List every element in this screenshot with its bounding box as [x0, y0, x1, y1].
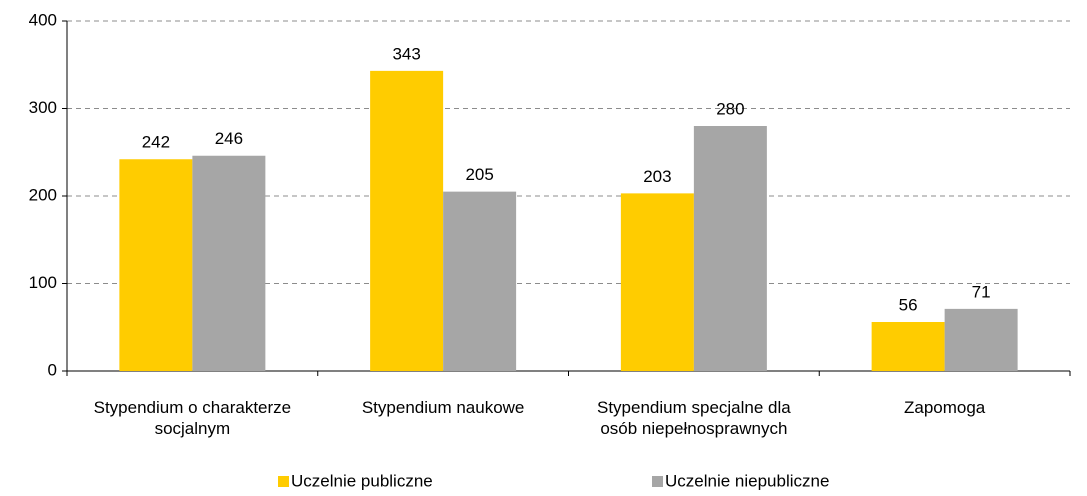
data-label: 280: [716, 99, 744, 118]
legend-label: Uczelnie publiczne: [291, 471, 433, 490]
y-tick-label: 100: [29, 273, 57, 292]
bar: [119, 159, 193, 371]
x-tick-label: Zapomoga: [903, 398, 986, 417]
legend-swatch: [278, 476, 289, 487]
data-label: 71: [972, 282, 991, 301]
bar: [944, 308, 1018, 371]
legend-label: Uczelnie niepubliczne: [665, 471, 829, 490]
data-label: 343: [392, 44, 420, 63]
bar: [443, 191, 517, 371]
bar: [192, 155, 266, 371]
data-label: 56: [899, 295, 918, 314]
x-tick-label: Stypendium specjalne dla osób niepełnosp…: [597, 398, 791, 438]
x-tick-label: Stypendium naukowe: [361, 398, 525, 417]
data-label: 242: [142, 133, 170, 152]
bar: [370, 70, 444, 371]
y-tick-label: 300: [29, 98, 57, 117]
data-label: 205: [465, 165, 493, 184]
y-tick-label: 0: [48, 360, 57, 379]
data-label: 203: [643, 167, 671, 186]
data-label: 246: [215, 129, 243, 148]
bar: [620, 193, 694, 371]
y-tick-label: 400: [29, 10, 57, 29]
bar: [693, 126, 767, 371]
legend-swatch: [652, 476, 663, 487]
x-tick-label: Stypendium o charakterze socjalnym: [93, 398, 292, 438]
bar: [871, 322, 945, 371]
y-tick-label: 200: [29, 185, 57, 204]
